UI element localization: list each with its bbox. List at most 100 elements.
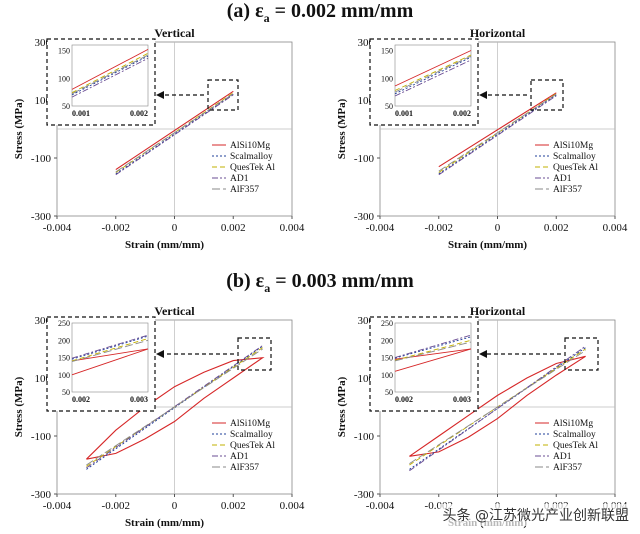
x-tick-label: -0.002 [102, 500, 130, 512]
inset-y-tick-label: 150 [58, 354, 70, 363]
inset-series-line [71, 49, 149, 90]
inset-y-tick-label: 250 [381, 319, 393, 328]
inset-series-line [394, 339, 472, 361]
series-line-alf357 [409, 350, 586, 464]
inset-series-line [71, 338, 149, 362]
zoom-region-box [237, 337, 272, 371]
legend-label: Scalmalloy [553, 430, 596, 440]
x-tick-label: -0.002 [102, 222, 130, 234]
inset-series-line [394, 54, 472, 91]
legend-label: AlF357 [553, 185, 582, 195]
inset-series-line [394, 59, 472, 97]
legend-label: AlSi10Mg [230, 419, 270, 429]
legend-label: AlSi10Mg [230, 141, 270, 151]
legend-label: QuesTek Al [553, 441, 598, 451]
inset-y-tick-label: 150 [58, 47, 70, 56]
legend-label: AD1 [230, 174, 249, 184]
x-tick-label: 0.004 [280, 500, 305, 512]
chart-panel-1: Vertical-0.004 -0.002 0 0.002 0.004300100-10… [13, 26, 305, 251]
x-tick-label: 0 [495, 222, 501, 234]
inset-y-tick-label: 100 [58, 371, 70, 380]
legend-label: AlF357 [553, 463, 582, 473]
inset-frame [369, 38, 479, 126]
zoom-region-box [564, 337, 599, 371]
chart-panel-3: Vertical-0.004 -0.002 0 0.002 0.004300100-10… [13, 304, 305, 529]
inset-y-tick-label: 100 [381, 74, 393, 83]
section-title-a: (a) εa = 0.002 mm/mm [226, 0, 414, 25]
x-tick-label: 0.002 [221, 500, 246, 512]
inset-y-tick-label: 50 [62, 388, 70, 397]
x-tick-label: 0 [172, 500, 178, 512]
zoom-region-box [207, 79, 239, 111]
x-tick-label: 0.004 [280, 222, 305, 234]
inset-series-line [71, 334, 149, 359]
inset-y-tick-label: 250 [58, 319, 70, 328]
series-line-alf357 [115, 93, 234, 173]
inset-y-tick-label: 150 [381, 47, 393, 56]
inset-y-tick-label: 100 [381, 371, 393, 380]
y-tick-label: -100 [31, 431, 52, 443]
inset-y-tick-label: 50 [385, 102, 393, 111]
inset-series-line [71, 335, 149, 360]
zoom-arrow-head [156, 350, 164, 358]
legend-label: AlF357 [230, 463, 259, 473]
x-axis-label: Strain (mm/mm) [448, 239, 527, 251]
x-tick-label: -0.004 [366, 222, 395, 234]
legend-label: QuesTek Al [230, 163, 275, 173]
zoom-arrow-head [479, 91, 487, 99]
y-tick-label: -300 [31, 489, 52, 501]
inset-plot-frame [394, 44, 472, 107]
chart-title: Vertical [154, 304, 195, 318]
y-tick-label: -100 [31, 153, 52, 165]
series-line-alsi10mg [115, 90, 234, 171]
legend-label: AD1 [553, 452, 572, 462]
inset-y-tick-label: 100 [58, 74, 70, 83]
y-axis-label: Stress (MPa) [336, 98, 348, 159]
inset-y-tick-label: 50 [62, 102, 70, 111]
inset-series-line [394, 55, 472, 93]
inset-series-line [71, 57, 149, 98]
legend-label: AlSi10Mg [553, 141, 593, 151]
y-tick-label: -300 [354, 489, 375, 501]
chart-title: Vertical [154, 26, 195, 40]
inset-y-tick-label: 200 [381, 336, 393, 345]
inset-x-tick-label: 0.003 [130, 395, 148, 404]
section-title-b: (b) εa = 0.003 mm/mm [226, 270, 414, 295]
inset-frame [46, 316, 156, 412]
chart-panel-4: Horizontal-0.004-0.00200.0020.004300100-… [336, 304, 628, 529]
series-line-alsi10mg [438, 92, 557, 168]
inset-series-line [394, 334, 472, 358]
x-axis-label: Strain (mm/mm) [125, 517, 204, 529]
inset-series-line [71, 348, 149, 362]
inset-series-line [394, 50, 472, 87]
legend-label: AD1 [553, 174, 572, 184]
zoom-region-box [530, 79, 564, 111]
series-line-alf357 [86, 348, 263, 466]
watermark-text: 头条 @江苏微光产业创新联盟 [439, 504, 632, 526]
inset-series-line [71, 54, 149, 95]
y-axis-label: Stress (MPa) [336, 376, 348, 437]
x-tick-label: 0.002 [221, 222, 246, 234]
inset-x-tick-label: 0.003 [453, 395, 471, 404]
inset-x-tick-label: 0.001 [72, 109, 90, 118]
legend-label: AlF357 [230, 185, 259, 195]
chart-panel-2: Horizontal-0.004 -0.002 0 0.002 0.004300100-… [336, 26, 628, 251]
x-tick-label: 0.002 [544, 222, 569, 234]
inset-plot-frame [71, 44, 149, 107]
y-axis-label: Stress (MPa) [13, 98, 25, 159]
inset-y-tick-label: 50 [385, 388, 393, 397]
x-tick-label: -0.004 [43, 500, 72, 512]
inset-series-line [71, 52, 149, 94]
inset-x-tick-label: 0.002 [395, 395, 413, 404]
inset-series-line [394, 348, 472, 372]
y-tick-label: -300 [31, 211, 52, 223]
legend-label: Scalmalloy [230, 430, 273, 440]
zoom-arrow-head [156, 91, 164, 99]
legend-label: Scalmalloy [230, 152, 273, 162]
y-tick-label: -100 [354, 431, 375, 443]
inset-series-line [394, 336, 472, 359]
x-tick-label: 0 [172, 222, 178, 234]
legend-label: QuesTek Al [230, 441, 275, 451]
inset-plot-frame [71, 322, 149, 393]
